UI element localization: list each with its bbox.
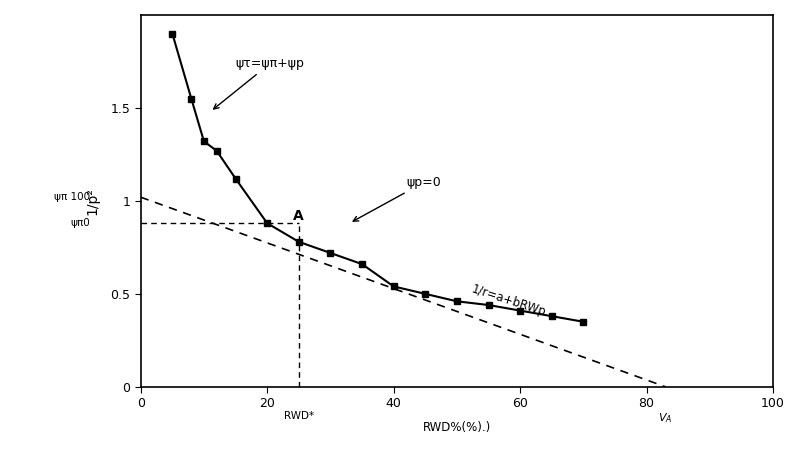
Y-axis label: 1/p²: 1/p² xyxy=(85,187,99,215)
Text: ψπ 100: ψπ 100 xyxy=(54,192,90,202)
Text: ψτ=ψπ+ψp: ψτ=ψπ+ψp xyxy=(214,57,305,109)
Text: RWD*: RWD* xyxy=(284,411,314,421)
Text: 1/r=a+bRWp: 1/r=a+bRWp xyxy=(470,283,547,319)
Text: ψp=0: ψp=0 xyxy=(353,176,441,221)
Text: ψπ0: ψπ0 xyxy=(70,218,90,228)
X-axis label: RWD%(%).): RWD%(%).) xyxy=(422,421,491,434)
Text: $V_A$: $V_A$ xyxy=(658,411,673,425)
Text: A: A xyxy=(294,209,304,223)
